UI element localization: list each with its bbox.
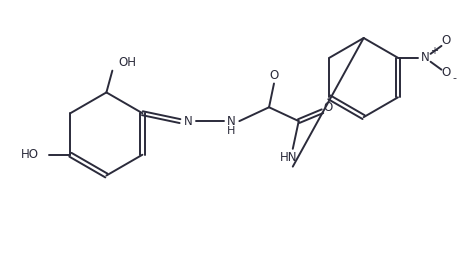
Text: O: O: [442, 66, 451, 79]
Text: -: -: [452, 74, 456, 84]
Text: O: O: [442, 35, 451, 47]
Text: HN: HN: [280, 151, 298, 164]
Text: +: +: [429, 46, 437, 56]
Text: H: H: [227, 126, 236, 136]
Text: N: N: [184, 114, 192, 128]
Text: N: N: [421, 51, 430, 64]
Text: N: N: [227, 114, 236, 128]
Text: HO: HO: [21, 148, 39, 161]
Text: OH: OH: [118, 56, 136, 69]
Text: O: O: [324, 101, 333, 114]
Text: O: O: [269, 69, 278, 82]
